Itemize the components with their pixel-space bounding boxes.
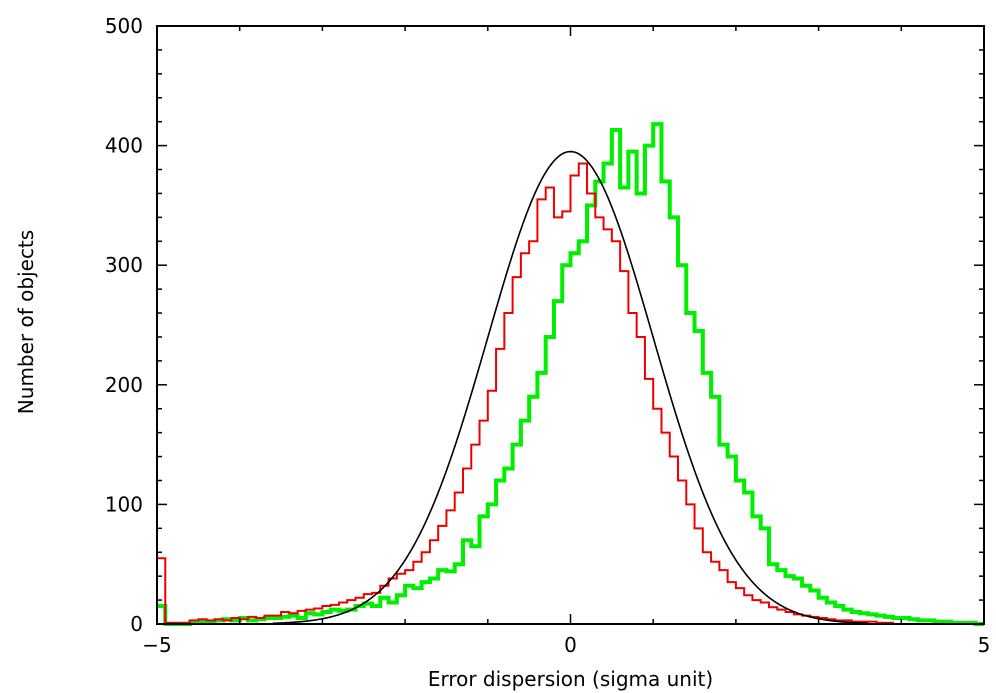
histogram-series-2 bbox=[157, 162, 984, 625]
y-tick-label: 200 bbox=[105, 373, 143, 397]
y-tick-label: 300 bbox=[105, 253, 143, 277]
x-tick-label: 0 bbox=[564, 633, 577, 657]
y-tick-label: 400 bbox=[105, 134, 143, 158]
plot-area bbox=[157, 122, 984, 626]
histogram-series-1 bbox=[157, 122, 984, 626]
y-tick-label: 100 bbox=[105, 492, 143, 516]
y-tick-label: 500 bbox=[105, 14, 143, 38]
x-tick-label: −5 bbox=[142, 633, 171, 657]
y-tick-label: 0 bbox=[130, 612, 143, 636]
axis-ticks bbox=[156, 25, 985, 625]
gaussian-fit-curve bbox=[272, 150, 869, 625]
plot-frame bbox=[156, 25, 985, 625]
y-axis-title: Number of objects bbox=[14, 230, 38, 414]
x-axis-title: Error dispersion (sigma unit) bbox=[428, 667, 713, 691]
x-tick-label: 5 bbox=[978, 633, 991, 657]
